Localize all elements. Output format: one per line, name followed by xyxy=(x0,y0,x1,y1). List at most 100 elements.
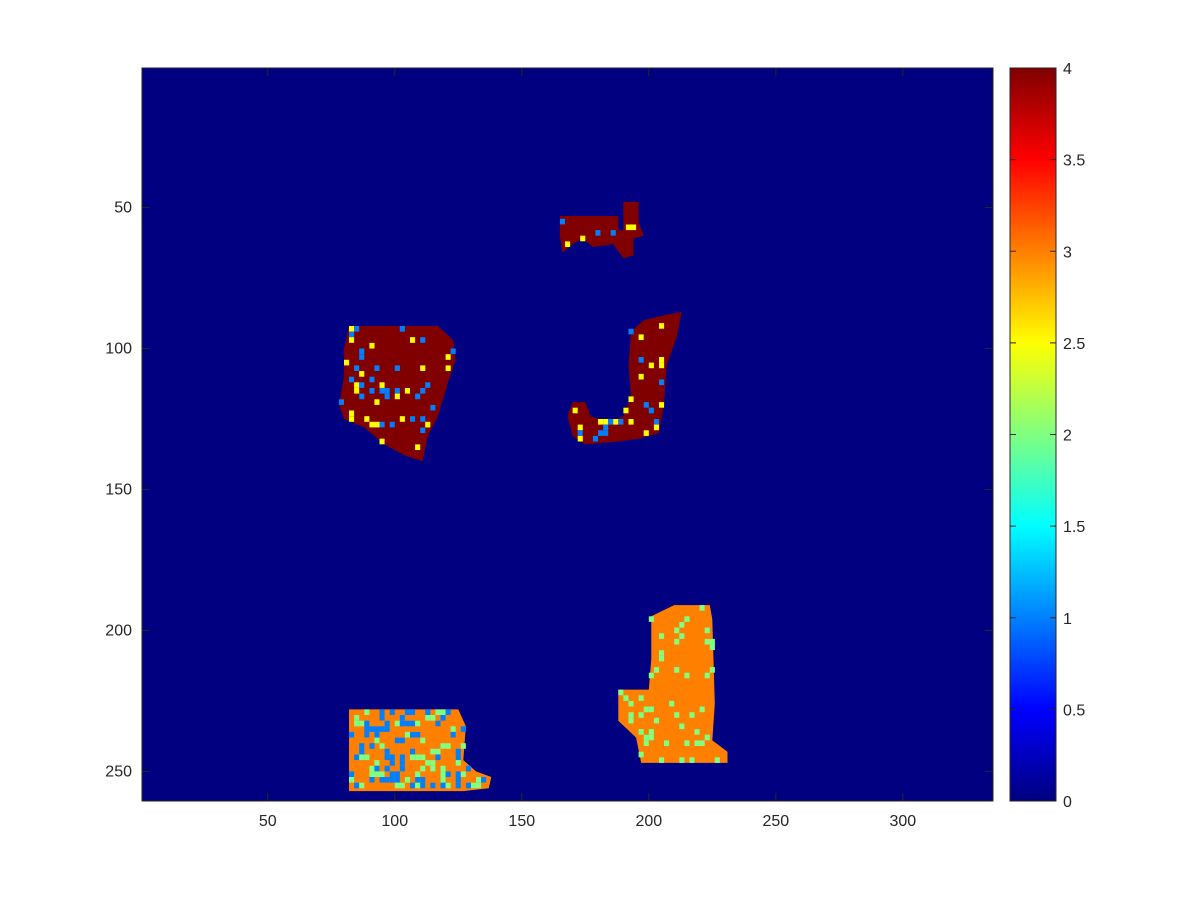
speckle-cell xyxy=(595,230,601,236)
speckle-cell xyxy=(435,748,441,755)
speckle-cell xyxy=(430,760,436,766)
speckle-cell xyxy=(445,771,451,777)
speckle-cell xyxy=(394,777,400,783)
speckle-cell xyxy=(471,782,477,789)
speckle-cell xyxy=(455,754,461,761)
speckle-cell xyxy=(389,771,395,777)
plot-area xyxy=(141,67,994,802)
speckle-cell xyxy=(415,777,421,783)
speckle-cell xyxy=(379,743,385,749)
colorbar-gradient xyxy=(1010,68,1056,801)
speckle-cell xyxy=(364,416,370,422)
speckle-cell xyxy=(399,326,405,332)
speckle-cell xyxy=(374,771,380,777)
speckle-cell xyxy=(420,777,426,783)
speckle-cell xyxy=(374,765,380,772)
speckle-cell xyxy=(659,757,665,763)
speckle-cell xyxy=(404,388,410,394)
speckle-cell xyxy=(415,444,421,450)
speckle-cell xyxy=(354,720,360,727)
speckle-cell xyxy=(404,709,410,715)
speckle-cell xyxy=(648,729,654,735)
speckle-cell xyxy=(349,331,355,338)
speckle-cell xyxy=(425,709,431,715)
colorbar-tick-label: 2 xyxy=(1063,428,1072,445)
speckle-cell xyxy=(476,782,482,789)
colorbar-tick-label: 4 xyxy=(1063,61,1072,78)
speckle-cell xyxy=(445,354,451,360)
x-axis: 50 100 150 200 250 300 xyxy=(259,68,916,830)
speckle-cell xyxy=(349,326,355,332)
speckle-cell xyxy=(559,218,565,225)
speckle-cell xyxy=(399,715,405,721)
speckle-cell xyxy=(359,348,365,355)
speckle-cell xyxy=(679,633,685,639)
speckle-cell xyxy=(394,720,400,727)
x-tick-label: 300 xyxy=(889,813,916,830)
speckle-cell xyxy=(379,726,385,732)
speckle-cell xyxy=(430,748,436,755)
speckle-cell xyxy=(349,771,355,777)
speckle-cell xyxy=(354,326,360,332)
speckle-cell xyxy=(608,419,614,425)
speckle-cell xyxy=(709,644,715,651)
speckle-cell xyxy=(369,743,375,749)
speckle-cell xyxy=(389,709,395,715)
speckle-cell xyxy=(638,751,644,758)
speckle-cell xyxy=(364,754,370,761)
speckle-cell xyxy=(643,402,649,408)
speckle-cell xyxy=(359,382,365,388)
speckle-cell xyxy=(580,235,586,242)
speckle-cell xyxy=(638,357,644,363)
speckle-cell xyxy=(699,740,705,746)
speckle-cell xyxy=(709,667,715,673)
speckle-cell xyxy=(648,407,654,414)
speckle-cell xyxy=(364,726,370,732)
speckle-cell xyxy=(359,354,365,360)
speckle-cell xyxy=(455,748,461,755)
colorbar-tick-label: 0 xyxy=(1063,794,1072,811)
speckle-cell xyxy=(450,348,456,355)
speckle-cell xyxy=(638,373,644,380)
speckle-cell xyxy=(714,757,720,763)
speckle-cell xyxy=(410,709,416,715)
speckle-cell xyxy=(374,726,380,732)
speckle-cell xyxy=(420,337,426,343)
speckle-cell xyxy=(450,726,456,732)
speckle-cell xyxy=(679,723,685,730)
speckle-cell xyxy=(643,430,649,436)
speckle-cell xyxy=(420,782,426,789)
speckle-cell xyxy=(674,638,680,645)
speckle-cell xyxy=(394,771,400,777)
speckle-cell xyxy=(394,365,400,371)
speckle-cell xyxy=(440,765,446,772)
colorbar: 0 0.5 1 1.5 2 2.5 3 3.5 4 xyxy=(1009,61,1085,811)
speckle-cell xyxy=(410,782,416,789)
speckle-cell xyxy=(354,365,360,371)
speckle-cell xyxy=(415,731,421,738)
speckle-cell xyxy=(674,712,680,718)
speckle-cell xyxy=(659,655,665,662)
speckle-cell xyxy=(628,419,634,425)
speckle-cell xyxy=(592,435,598,442)
speckle-cell xyxy=(435,709,441,715)
speckle-cell xyxy=(679,622,685,628)
speckle-cell xyxy=(465,765,471,772)
speckle-cell xyxy=(653,717,659,724)
speckle-cell xyxy=(369,765,375,772)
speckle-cell xyxy=(603,424,609,431)
speckle-cell xyxy=(577,424,583,431)
speckle-cell xyxy=(648,734,654,741)
speckle-cell xyxy=(379,777,385,783)
speckle-cell xyxy=(455,782,461,789)
speckle-cell xyxy=(648,706,654,713)
speckle-cell xyxy=(648,672,654,679)
speckle-cell xyxy=(628,396,634,402)
speckle-cell xyxy=(420,754,426,761)
speckle-cell xyxy=(399,737,405,744)
speckle-cell xyxy=(359,748,365,755)
speckle-cell xyxy=(374,737,380,744)
speckle-cell xyxy=(481,777,487,783)
speckle-cell xyxy=(625,224,631,231)
